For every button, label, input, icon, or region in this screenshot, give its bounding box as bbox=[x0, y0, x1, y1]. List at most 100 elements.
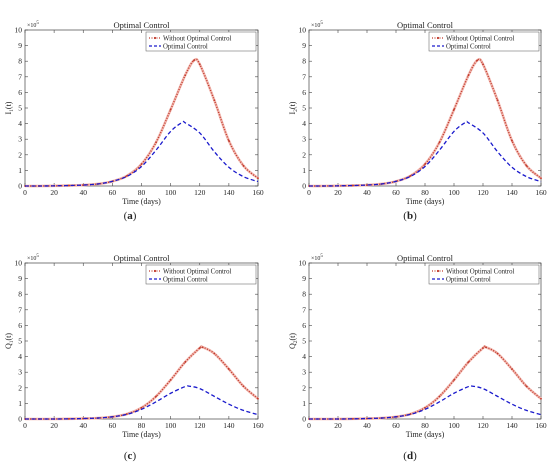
x-tick-label: 160 bbox=[535, 188, 547, 197]
y-tick-label: 0 bbox=[18, 415, 22, 424]
y-tick-label: 1 bbox=[18, 166, 22, 175]
data-point bbox=[525, 385, 528, 388]
data-point bbox=[67, 184, 70, 187]
y-exponent-label: ×105 bbox=[311, 254, 323, 262]
y-tick-label: 10 bbox=[299, 26, 307, 35]
data-point bbox=[155, 395, 157, 398]
plot-frame bbox=[308, 262, 542, 420]
y-tick-label: 3 bbox=[302, 135, 306, 144]
y-tick-label: 5 bbox=[18, 337, 22, 346]
y-tick-label: 6 bbox=[302, 88, 306, 97]
y-tick-label: 8 bbox=[302, 290, 306, 299]
x-tick-label: 160 bbox=[252, 188, 264, 197]
data-point bbox=[351, 184, 354, 187]
data-point bbox=[213, 352, 216, 355]
legend-entry: Without Optimal Control bbox=[163, 268, 232, 275]
x-tick-label: 80 bbox=[421, 421, 429, 430]
data-point bbox=[184, 361, 187, 363]
y-tick-label: 6 bbox=[18, 88, 22, 97]
data-point bbox=[126, 174, 128, 177]
x-tick-label: 40 bbox=[363, 188, 371, 197]
y-tick-label: 8 bbox=[18, 290, 22, 299]
y-tick-label: 0 bbox=[302, 415, 306, 424]
data-point bbox=[67, 417, 70, 420]
y-tick-label: 7 bbox=[18, 305, 22, 314]
legend-box bbox=[145, 264, 257, 285]
data-point bbox=[511, 139, 513, 142]
data-point bbox=[438, 141, 441, 144]
x-tick-label: 100 bbox=[165, 421, 177, 430]
panel-label: (b) bbox=[403, 210, 417, 222]
x-tick-label: 0 bbox=[23, 188, 27, 197]
x-tick-label: 60 bbox=[109, 421, 117, 430]
y-tick-label: 3 bbox=[18, 135, 22, 144]
y-exponent-label: ×105 bbox=[27, 254, 39, 262]
y-tick-label: 7 bbox=[302, 72, 306, 81]
chart-title: Optimal Control bbox=[114, 20, 171, 30]
data-point bbox=[496, 99, 499, 102]
x-tick-label: 100 bbox=[448, 421, 460, 430]
data-point bbox=[169, 108, 172, 111]
x-tick-label: 60 bbox=[109, 188, 117, 197]
x-tick-label: 0 bbox=[307, 188, 311, 197]
data-point bbox=[540, 397, 542, 400]
data-point bbox=[366, 184, 368, 186]
y-tick-label: 4 bbox=[18, 119, 22, 128]
y-tick-label: 0 bbox=[18, 182, 22, 191]
data-point bbox=[257, 177, 259, 180]
y-axis-label: Q1(t) bbox=[4, 333, 15, 349]
panel-label: (d) bbox=[403, 450, 417, 462]
x-tick-label: 20 bbox=[334, 421, 342, 430]
y-tick-label: 5 bbox=[302, 337, 306, 346]
legend-entry: Optimal Control bbox=[163, 43, 208, 50]
series-line-optimal-control bbox=[25, 385, 259, 420]
x-tick-label: 80 bbox=[421, 188, 429, 197]
y-tick-label: 10 bbox=[15, 259, 23, 268]
y-tick-label: 5 bbox=[18, 104, 22, 113]
y-tick-label: 6 bbox=[302, 321, 306, 330]
data-point bbox=[213, 99, 216, 102]
chart-title: Optimal Control bbox=[114, 253, 171, 263]
data-point bbox=[169, 379, 172, 381]
x-tick-label: 120 bbox=[477, 188, 489, 197]
y-tick-label: 8 bbox=[18, 57, 22, 66]
y-tick-label: 2 bbox=[302, 150, 306, 159]
data-point bbox=[476, 59, 479, 62]
y-axis-label: Q2(t) bbox=[288, 333, 299, 349]
y-tick-label: 10 bbox=[15, 26, 23, 35]
x-axis-label: Time (days) bbox=[122, 430, 161, 439]
data-point bbox=[482, 63, 484, 66]
x-tick-label: 160 bbox=[252, 421, 264, 430]
data-point bbox=[351, 417, 354, 420]
data-point bbox=[155, 141, 157, 144]
y-tick-label: 2 bbox=[18, 150, 22, 159]
y-tick-label: 3 bbox=[18, 368, 22, 377]
x-tick-label: 20 bbox=[334, 188, 342, 197]
y-tick-label: 7 bbox=[302, 305, 306, 314]
x-tick-label: 120 bbox=[194, 421, 206, 430]
data-point bbox=[525, 164, 528, 167]
x-axis-label: Time (days) bbox=[406, 197, 445, 206]
chart-panel-d: 0 20 40 60 80 100 120 140 160 0 1 2 3 4 5 6 7 8 9 10 ×105 Opt… bbox=[288, 253, 547, 462]
data-point bbox=[193, 59, 195, 62]
x-tick-label: 20 bbox=[50, 188, 58, 197]
legend-marker bbox=[153, 269, 157, 273]
data-point bbox=[366, 417, 368, 420]
y-tick-label: 9 bbox=[18, 41, 22, 50]
x-tick-label: 140 bbox=[506, 188, 518, 197]
data-point bbox=[198, 63, 201, 66]
data-point bbox=[438, 395, 441, 398]
data-point bbox=[227, 139, 230, 142]
x-tick-label: 120 bbox=[194, 188, 206, 197]
y-tick-label: 9 bbox=[302, 274, 306, 283]
y-tick-label: 2 bbox=[302, 383, 306, 392]
data-point bbox=[511, 368, 513, 370]
x-tick-label: 160 bbox=[535, 421, 547, 430]
chart-title: Optimal Control bbox=[397, 20, 454, 30]
plot-frame bbox=[24, 262, 259, 420]
y-exponent-label: ×105 bbox=[311, 21, 323, 29]
x-tick-label: 40 bbox=[80, 188, 88, 197]
